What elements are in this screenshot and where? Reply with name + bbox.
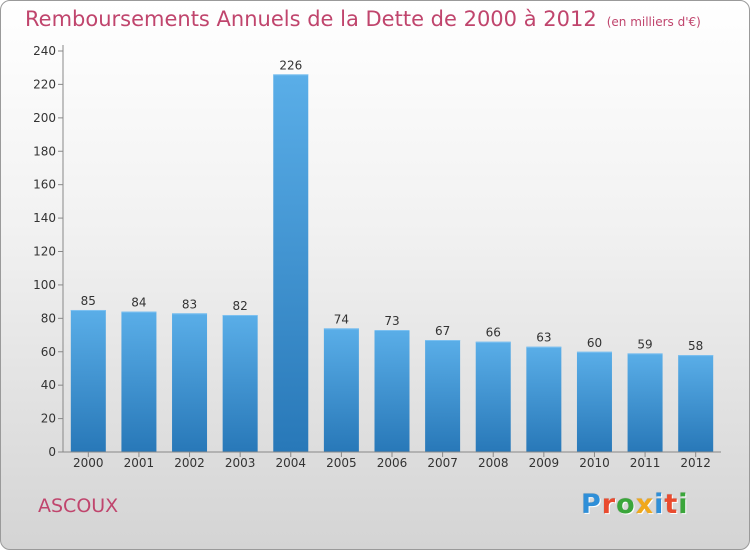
x-tick-label: 2000 <box>73 456 104 470</box>
data-label: 226 <box>279 58 302 72</box>
y-tick-label: 20 <box>41 412 56 426</box>
bar <box>323 328 359 452</box>
logo-letter: t <box>664 489 679 520</box>
bar <box>678 355 714 452</box>
x-tick-label: 2009 <box>529 456 560 470</box>
y-tick-label: 220 <box>33 77 56 91</box>
title-text: Remboursements Annuels de la Dette de 20… <box>25 7 597 31</box>
data-label: 74 <box>334 312 349 326</box>
y-tick-label: 200 <box>33 111 56 125</box>
bar <box>374 330 410 452</box>
bar <box>475 341 511 452</box>
x-tick-label: 2002 <box>174 456 205 470</box>
commune-name: ASCOUX <box>38 495 119 517</box>
logo-letter: o <box>616 489 636 520</box>
data-label: 59 <box>637 337 652 351</box>
x-tick-label: 2010 <box>579 456 610 470</box>
x-tick-label: 2006 <box>377 456 408 470</box>
proxiti-logo: Proxiti <box>581 489 689 520</box>
y-tick-label: 240 <box>33 44 56 58</box>
x-tick-label: 2012 <box>680 456 711 470</box>
data-label: 85 <box>81 294 96 308</box>
logo-letter: x <box>635 489 655 520</box>
x-tick-label: 2005 <box>326 456 357 470</box>
y-tick-label: 160 <box>33 178 56 192</box>
y-tick-label: 40 <box>41 378 56 392</box>
data-label: 58 <box>688 339 703 353</box>
data-label: 82 <box>233 299 248 313</box>
x-tick-label: 2011 <box>630 456 661 470</box>
y-axis: 0 20 40 60 80 100 120 140 160 180 200 220 240 <box>33 44 64 459</box>
data-label: 66 <box>486 326 501 340</box>
x-tick-label: 2007 <box>427 456 458 470</box>
x-tick-label: 2008 <box>478 456 509 470</box>
bar <box>222 314 258 452</box>
bar <box>70 309 106 452</box>
y-tick-label: 120 <box>33 245 56 259</box>
y-tick-label: 60 <box>41 345 56 359</box>
bar <box>425 340 461 452</box>
bar <box>121 311 157 452</box>
y-tick-label: 180 <box>33 144 56 158</box>
bar <box>273 74 309 453</box>
logo-letter: r <box>601 489 617 520</box>
data-label: 60 <box>587 336 602 350</box>
data-label: 73 <box>384 314 399 328</box>
bar <box>172 313 208 452</box>
bar <box>627 353 663 452</box>
chart-title: Remboursements Annuels de la Dette de 20… <box>25 7 701 31</box>
bar <box>526 346 562 452</box>
y-tick-label: 140 <box>33 211 56 225</box>
y-tick-label: 100 <box>33 278 56 292</box>
x-tick-label: 2003 <box>225 456 256 470</box>
logo-letter: i <box>654 489 665 520</box>
bar <box>576 351 612 452</box>
data-label: 63 <box>536 331 551 345</box>
bars: 85 84 83 82 226 74 73 67 66 63 60 59 58 <box>70 58 714 453</box>
y-tick-label: 0 <box>48 445 56 459</box>
logo-letter: i <box>678 489 689 520</box>
y-tick-label: 80 <box>41 311 56 325</box>
data-label: 83 <box>182 297 197 311</box>
chart-subtitle: (en milliers d'€) <box>606 15 701 29</box>
data-label: 67 <box>435 324 450 338</box>
data-label: 84 <box>131 296 146 310</box>
x-tick-label: 2004 <box>275 456 306 470</box>
x-axis: 2000 2001 2002 2003 2004 2005 2006 2007 2008 2009… <box>63 451 721 470</box>
logo-letter: P <box>581 489 602 520</box>
x-tick-label: 2001 <box>124 456 155 470</box>
